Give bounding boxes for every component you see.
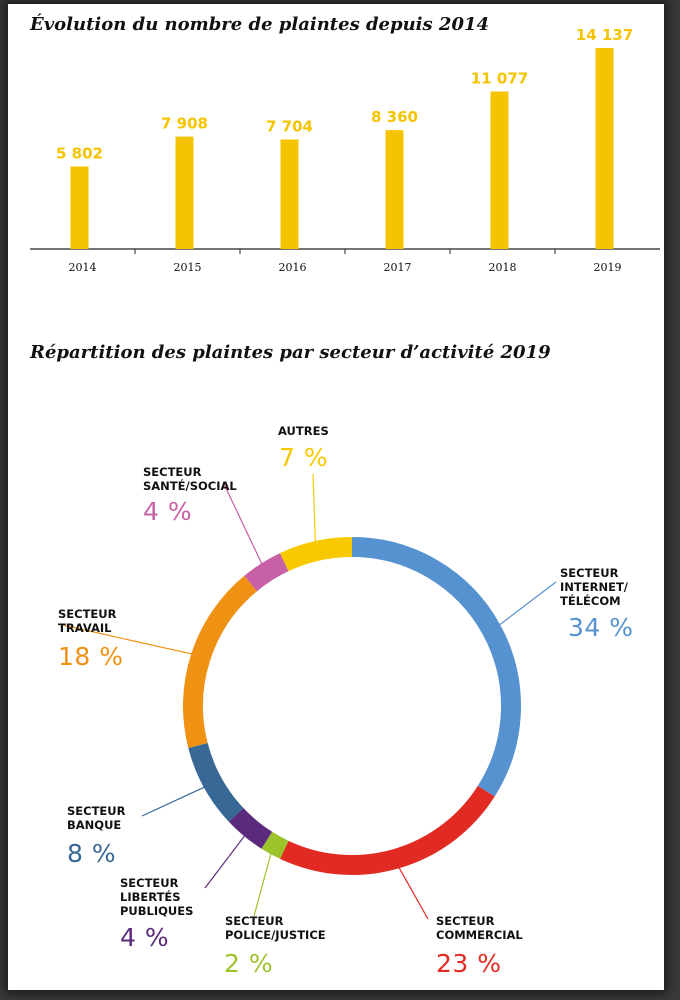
- x-tick-label: 2019: [594, 261, 622, 274]
- leader-line-travail: [57, 623, 193, 655]
- donut-slice-banque: [188, 742, 244, 822]
- donut-chart: [57, 473, 557, 920]
- label-police-line-1: SECTEUR: [225, 914, 284, 928]
- pct-banque: 8 %: [67, 839, 117, 868]
- label-libertes-line-1: SECTEUR: [120, 876, 179, 890]
- label-autres: AUTRES: [278, 424, 329, 438]
- pct-libertes: 4 %: [120, 923, 170, 952]
- pct-travail: 18 %: [58, 642, 124, 671]
- label-sante-line-2: SANTÉ/SOCIAL: [143, 479, 237, 493]
- bar-chart: 5 802 7 908 7 704 8 360 11 077 14 137 2014 201…: [30, 26, 660, 274]
- label-travail-line-2: TRAVAIL: [58, 621, 112, 635]
- leader-line-libertes: [204, 835, 246, 889]
- label-commercial-line-2: COMMERCIAL: [436, 928, 523, 942]
- label-travail: SECTEUR TRAVAIL: [58, 607, 116, 635]
- pct-internet: 34 %: [568, 613, 634, 642]
- label-libertes-line-2: LIBERTÉS: [120, 890, 181, 904]
- donut-slice-travail: [183, 575, 258, 749]
- leader-line-autres: [312, 473, 316, 543]
- label-police: SECTEUR POLICE/JUSTICE: [225, 914, 326, 942]
- bar-2018: [490, 91, 509, 249]
- bar-value-label: 7 704: [266, 117, 313, 135]
- label-travail-line-1: SECTEUR: [58, 607, 117, 621]
- bar-value-label: 8 360: [371, 108, 418, 126]
- bar-chart-title: Évolution du nombre de plaintes depuis 2…: [30, 14, 490, 35]
- pct-police: 2 %: [224, 949, 274, 978]
- bar-value-label: 5 802: [56, 145, 103, 163]
- donut-chart-title: Répartition des plaintes par secteur d’a…: [30, 342, 551, 363]
- donut-slice-commercial: [280, 785, 495, 875]
- label-sante: SECTEUR SANTÉ/SOCIAL: [143, 465, 237, 493]
- label-libertes: SECTEUR LIBERTÉS PUBLIQUES: [120, 876, 193, 918]
- label-internet-line-3: TÉLÉCOM: [560, 594, 621, 608]
- infographic-card: Évolution du nombre de plaintes depuis 2…: [8, 4, 664, 990]
- label-police-line-2: POLICE/JUSTICE: [225, 928, 326, 942]
- bar-2014: [70, 166, 89, 249]
- label-banque-line-2: BANQUE: [67, 818, 122, 832]
- bar-2019: [595, 48, 614, 249]
- label-libertes-line-3: PUBLIQUES: [120, 904, 194, 918]
- x-tick-label: 2015: [174, 261, 202, 274]
- label-commercial-line-1: SECTEUR: [436, 914, 495, 928]
- x-tick-label: 2014: [69, 261, 97, 274]
- pct-commercial: 23 %: [436, 949, 502, 978]
- pct-autres: 7 %: [279, 443, 329, 472]
- bar-2015: [175, 136, 194, 249]
- bar-value-label: 11 077: [471, 70, 528, 88]
- leader-line-sante: [222, 481, 263, 565]
- donut-slice-autres: [280, 537, 353, 572]
- donut-slice-police: [261, 831, 289, 859]
- pct-sante: 4 %: [143, 497, 193, 526]
- bar-2017: [385, 130, 404, 249]
- label-internet: SECTEUR INTERNET/ TÉLÉCOM: [560, 566, 628, 608]
- leader-line-commercial: [398, 867, 429, 920]
- label-banque: SECTEUR BANQUE: [67, 804, 125, 832]
- bar-2016: [280, 139, 299, 249]
- leader-line-police: [253, 853, 272, 917]
- label-internet-line-1: SECTEUR: [560, 566, 619, 580]
- label-banque-line-1: SECTEUR: [67, 804, 126, 818]
- leader-line-banque: [141, 786, 206, 817]
- x-tick-label: 2017: [384, 261, 412, 274]
- label-sante-line-1: SECTEUR: [143, 465, 202, 479]
- x-tick-label: 2018: [489, 261, 517, 274]
- leader-line-internet: [498, 581, 557, 626]
- x-tick-label: 2016: [279, 261, 307, 274]
- donut-slice-libertes: [228, 807, 273, 849]
- bar-value-label: 7 908: [161, 115, 208, 133]
- bar-value-label: 14 137: [576, 26, 633, 44]
- donut-slice-sante: [244, 553, 289, 592]
- label-commercial: SECTEUR COMMERCIAL: [436, 914, 523, 942]
- label-autres-line-1: AUTRES: [278, 424, 329, 438]
- label-internet-line-2: INTERNET/: [560, 580, 628, 594]
- donut-slice-internet: [351, 537, 521, 797]
